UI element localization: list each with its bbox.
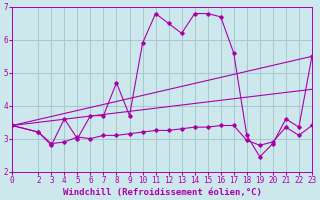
X-axis label: Windchill (Refroidissement éolien,°C): Windchill (Refroidissement éolien,°C) <box>63 188 261 197</box>
